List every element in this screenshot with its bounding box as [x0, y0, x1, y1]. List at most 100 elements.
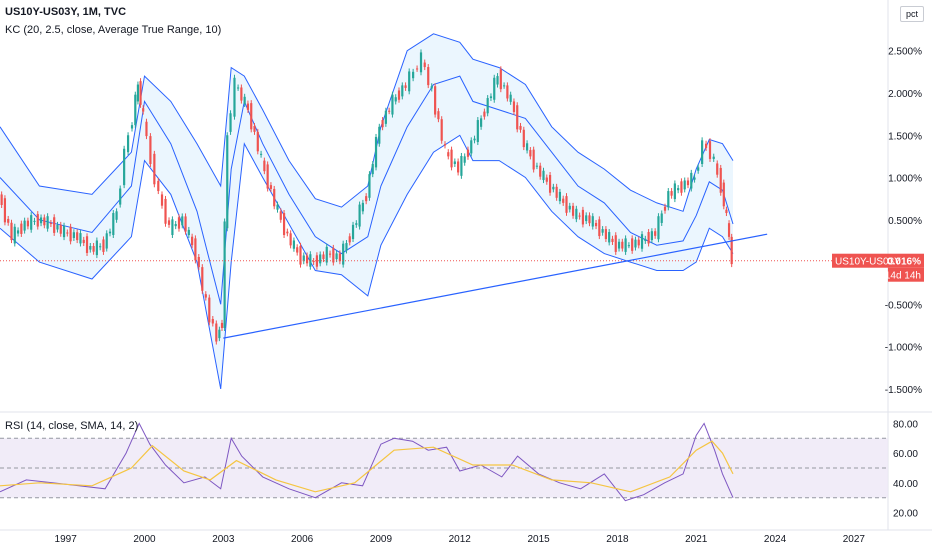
candle-body — [450, 149, 453, 168]
candle-body — [604, 229, 608, 240]
candle-body — [351, 224, 355, 240]
candle-body — [62, 225, 66, 238]
candle-body — [654, 231, 657, 236]
candle-body — [499, 69, 502, 90]
candle-body — [266, 164, 269, 189]
symbol-legend[interactable]: US10Y-US03Y, 1M, TVC — [5, 6, 126, 18]
keltner-title: KC (20, 2.5, close, Average True Range, … — [5, 24, 222, 36]
candle-body — [483, 111, 486, 117]
candle-body — [716, 163, 719, 175]
candle-body — [69, 226, 72, 242]
candle-body — [634, 239, 637, 248]
candle-body — [614, 235, 617, 252]
candle-body — [66, 232, 69, 234]
axis-layer: 2.500% 2.000% 1.500% 1.000% 0.500% -0.500% -1.… — [55, 47, 924, 545]
candle-body — [657, 216, 660, 240]
candle-body — [473, 138, 476, 141]
candle-body — [253, 125, 256, 132]
candle-body — [95, 240, 98, 256]
candle-body — [712, 156, 715, 159]
rsi-tick-label: 60.00 — [893, 449, 918, 460]
rsi-pane-layer — [0, 422, 888, 502]
candle-body — [512, 101, 516, 113]
candle-body — [371, 164, 374, 175]
candle-body — [3, 198, 7, 223]
candle-body — [312, 261, 315, 263]
candle-body — [571, 205, 575, 216]
keltner-channel-layer — [0, 33, 734, 389]
y-tick-label: 2.000% — [888, 89, 922, 100]
candle-body — [427, 67, 430, 86]
candle-body — [722, 182, 725, 207]
candle-body — [719, 167, 722, 193]
candle-body — [535, 165, 539, 167]
candle-body — [53, 217, 56, 233]
candle-body — [532, 149, 535, 170]
candle-body — [460, 155, 463, 176]
candle-body — [470, 140, 473, 154]
candle-body — [348, 236, 351, 243]
candle-body — [345, 243, 348, 251]
candle-body — [153, 153, 156, 185]
candle-body — [139, 81, 142, 105]
candle-body — [480, 118, 483, 127]
candle-body — [415, 68, 419, 70]
candle-body — [174, 224, 177, 227]
keltner-legend[interactable]: KC (20, 2.5, close, Average True Range, … — [5, 24, 221, 36]
candle-body — [208, 297, 211, 323]
percent-scale-button[interactable]: pct — [900, 6, 924, 22]
candle-body — [384, 110, 387, 124]
candle-body — [647, 232, 650, 244]
candle-body — [119, 188, 122, 205]
candle-body — [223, 221, 226, 328]
candle-body — [335, 253, 338, 260]
candle-body — [667, 191, 670, 208]
y-tick-label: -1.000% — [885, 343, 922, 354]
candle-body — [355, 223, 358, 225]
candle-body — [49, 222, 53, 225]
candle-body — [46, 216, 49, 229]
candle-body — [388, 110, 391, 112]
candle-body — [240, 87, 243, 101]
rsi-sma-line — [0, 440, 734, 493]
candle-body — [220, 322, 224, 328]
candle-body — [730, 236, 733, 265]
candle-body — [693, 177, 696, 180]
candle-body — [187, 229, 190, 236]
candle-body — [302, 255, 305, 262]
candle-body — [575, 208, 578, 220]
y-tick-label: 0.500% — [888, 216, 922, 227]
candle-body — [419, 52, 423, 73]
candle-body — [30, 215, 33, 230]
candle-body — [342, 243, 345, 265]
candle-body — [39, 217, 43, 224]
x-tick-label: 2018 — [606, 534, 629, 545]
candle-body — [259, 153, 263, 155]
candle-body — [640, 234, 644, 249]
candle-body — [218, 329, 221, 339]
candle-body — [704, 143, 708, 148]
candle-body — [558, 191, 562, 202]
candle-body — [631, 238, 634, 251]
candle-body — [680, 181, 683, 193]
rsi-tick-label: 80.00 — [893, 419, 918, 430]
candle-body — [391, 94, 394, 115]
candle-body — [56, 224, 59, 230]
candle-body — [423, 62, 426, 68]
candle-body — [134, 94, 137, 126]
candle-body — [289, 233, 292, 246]
candle-body — [697, 167, 700, 171]
candle-body — [164, 198, 167, 224]
symbol-title: US10Y-US03Y, 1M, TVC — [5, 6, 127, 18]
rsi-tick-label: 20.00 — [893, 509, 918, 520]
price-series-layer — [0, 49, 888, 345]
keltner-upper-line — [0, 33, 734, 212]
candle-body — [434, 86, 437, 115]
candle-body — [76, 232, 79, 241]
keltner-middle-line — [0, 75, 734, 305]
candle-body — [690, 172, 693, 189]
candle-body — [506, 85, 509, 99]
rsi-legend[interactable]: RSI (14, close, SMA, 14, 2) — [5, 420, 138, 432]
